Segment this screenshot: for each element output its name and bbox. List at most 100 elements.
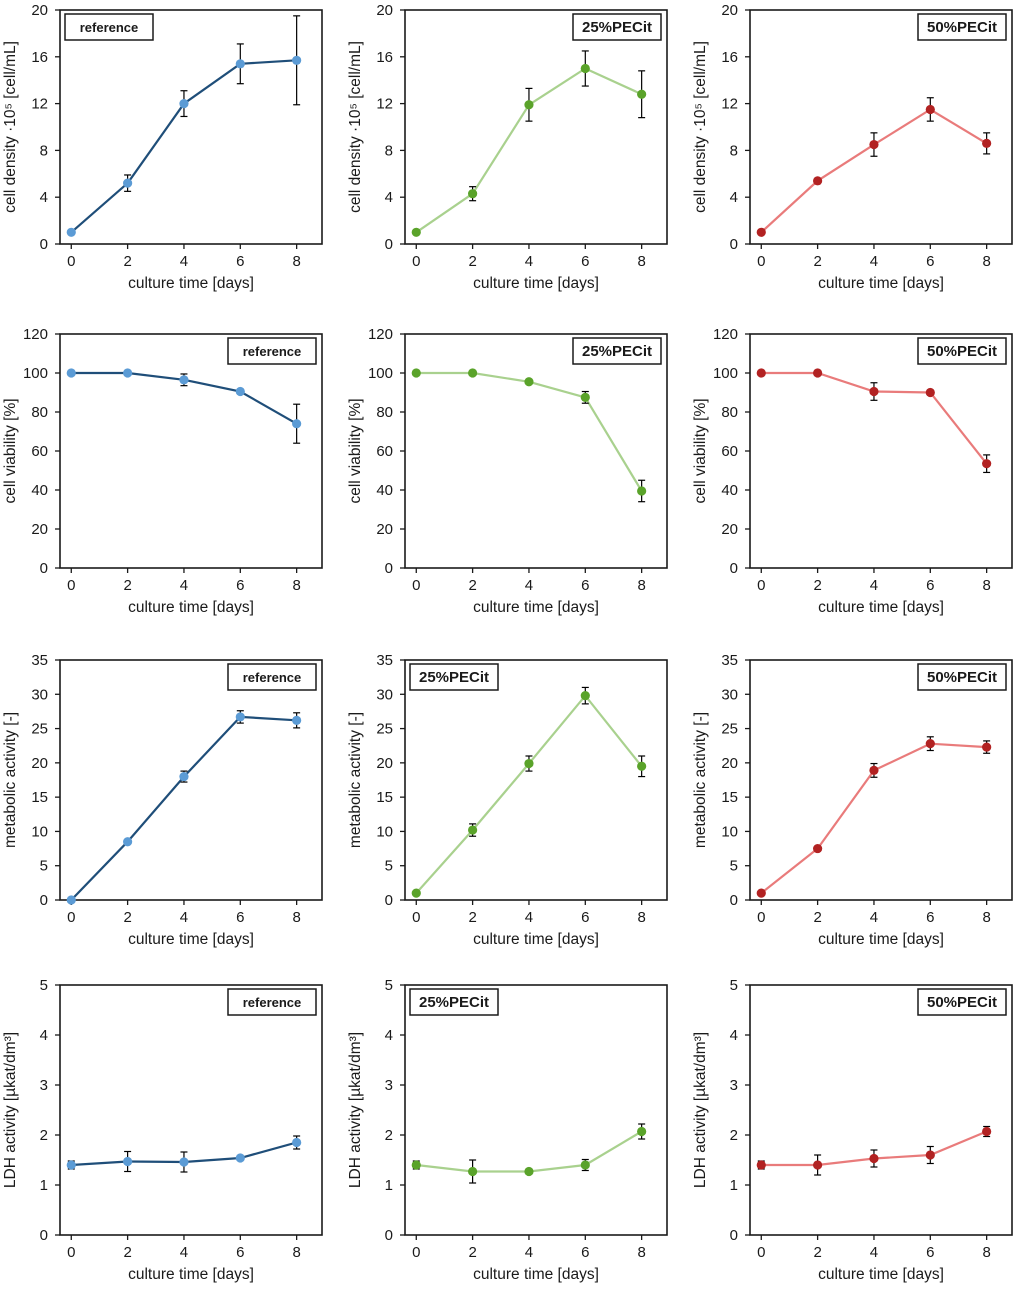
y-tick-label: 20	[721, 755, 738, 772]
chart-ldh-25pecit: 0 1 2 3 4 5 0 2 4 6 8 culture time [days] LDH activi…	[347, 977, 668, 1283]
data-point	[637, 761, 647, 771]
x-tick-label: 6	[236, 1244, 244, 1261]
x-tick-label: 2	[123, 577, 131, 594]
series-line	[416, 1130, 643, 1173]
data-point	[66, 368, 76, 378]
x-tick-label: 6	[926, 1244, 934, 1261]
data-point	[637, 1126, 647, 1137]
series-line	[416, 371, 643, 492]
y-tick-label: 0	[730, 892, 738, 909]
x-tick-label: 0	[67, 909, 75, 926]
x-tick-label: 4	[525, 1244, 533, 1261]
y-axis-label: LDH activity [µkat/dm³]	[347, 1032, 364, 1188]
series-line	[70, 59, 297, 234]
chart-density-reference: 0 4 8 12 16 20 0 2 4 6 8 culture time [days] cell de…	[2, 2, 323, 292]
x-tick-label: 8	[982, 909, 990, 926]
y-tick-label: 80	[721, 404, 738, 421]
series-label-box	[917, 988, 1007, 1016]
x-tick-label: 8	[292, 1244, 300, 1261]
x-tick-label: 6	[926, 909, 934, 926]
data-point	[123, 178, 133, 188]
y-tick-label: 5	[730, 858, 738, 875]
series-label-box	[409, 988, 499, 1016]
data-point	[179, 375, 189, 385]
y-tick-label: 16	[31, 49, 48, 66]
x-tick-label: 6	[926, 253, 934, 270]
x-tick-label: 8	[637, 253, 645, 270]
data-point	[179, 99, 189, 109]
x-tick-label: 4	[525, 909, 533, 926]
y-tick-label: 0	[40, 236, 48, 253]
y-tick-label: 8	[385, 142, 393, 159]
chart-ldh-50pecit: 0 1 2 3 4 5 0 2 4 6 8 culture time [days] LDH activi…	[692, 977, 1013, 1283]
x-tick-label: 4	[870, 253, 878, 270]
y-tick-label: 40	[376, 482, 393, 499]
x-tick-label: 2	[813, 1244, 821, 1261]
y-tick-label: 0	[730, 1227, 738, 1244]
y-tick-label: 0	[40, 892, 48, 909]
y-tick-label: 2	[385, 1127, 393, 1144]
data-point	[179, 1157, 189, 1167]
y-tick-label: 12	[376, 96, 393, 113]
data-point	[292, 1137, 302, 1148]
y-tick-label: 30	[31, 686, 48, 703]
x-tick-label: 8	[982, 1244, 990, 1261]
x-tick-label: 4	[180, 909, 188, 926]
y-tick-label: 0	[385, 560, 393, 577]
x-axis-label: culture time [days]	[128, 275, 254, 292]
y-tick-label: 4	[730, 1027, 738, 1044]
y-tick-label: 4	[730, 189, 738, 206]
y-tick-label: 0	[40, 1227, 48, 1244]
x-tick-label: 0	[412, 253, 420, 270]
data-point	[869, 139, 879, 150]
series-label-box	[227, 337, 317, 365]
series-label-box	[917, 337, 1007, 365]
x-tick-label: 4	[525, 253, 533, 270]
series-label-box	[227, 663, 317, 691]
plot-frame	[404, 659, 668, 901]
x-tick-label: 8	[982, 253, 990, 270]
y-axis-label: cell viability [%]	[692, 398, 709, 503]
data-point	[66, 227, 76, 237]
x-axis-label: culture time [days]	[128, 931, 254, 948]
x-axis-label: culture time [days]	[128, 1266, 254, 1283]
x-axis-label: culture time [days]	[818, 1266, 944, 1283]
x-tick-label: 6	[236, 253, 244, 270]
x-tick-label: 8	[292, 577, 300, 594]
x-tick-label: 0	[412, 577, 420, 594]
data-point	[123, 1156, 133, 1167]
plot-frame	[749, 659, 1013, 901]
x-tick-label: 0	[757, 253, 765, 270]
y-tick-label: 25	[31, 721, 48, 738]
y-tick-label: 40	[31, 482, 48, 499]
data-point	[813, 1160, 823, 1170]
x-tick-label: 2	[468, 1244, 476, 1261]
x-tick-label: 4	[525, 577, 533, 594]
chart-metabolic-25pecit: 0 5 10 15 20 25 30 35 0 2 4 6 8 culture time [days] me…	[347, 652, 668, 948]
x-tick-label: 2	[123, 253, 131, 270]
series-label-box	[227, 988, 317, 1016]
x-axis-label: culture time [days]	[473, 931, 599, 948]
plot-frame	[404, 9, 668, 245]
series-label-box	[917, 663, 1007, 691]
data-point	[756, 1160, 766, 1170]
data-point	[123, 837, 133, 847]
y-tick-label: 12	[721, 96, 738, 113]
y-axis-label: LDH activity [µkat/dm³]	[2, 1032, 19, 1188]
x-tick-label: 2	[468, 577, 476, 594]
y-tick-label: 20	[31, 2, 48, 19]
y-tick-label: 3	[730, 1077, 738, 1094]
y-tick-label: 1	[730, 1177, 738, 1194]
data-point	[235, 386, 245, 397]
plot-frame	[59, 333, 323, 569]
chart-density-25pecit: 0 4 8 12 16 20 0 2 4 6 8 culture time [days] cell de…	[347, 2, 668, 292]
y-tick-label: 35	[31, 652, 48, 669]
plot-frame	[749, 9, 1013, 245]
data-point	[411, 888, 421, 898]
y-tick-label: 5	[385, 858, 393, 875]
y-tick-label: 20	[376, 521, 393, 538]
data-point	[468, 189, 478, 199]
y-tick-label: 120	[713, 326, 738, 343]
y-tick-label: 1	[385, 1177, 393, 1194]
x-tick-label: 0	[412, 909, 420, 926]
